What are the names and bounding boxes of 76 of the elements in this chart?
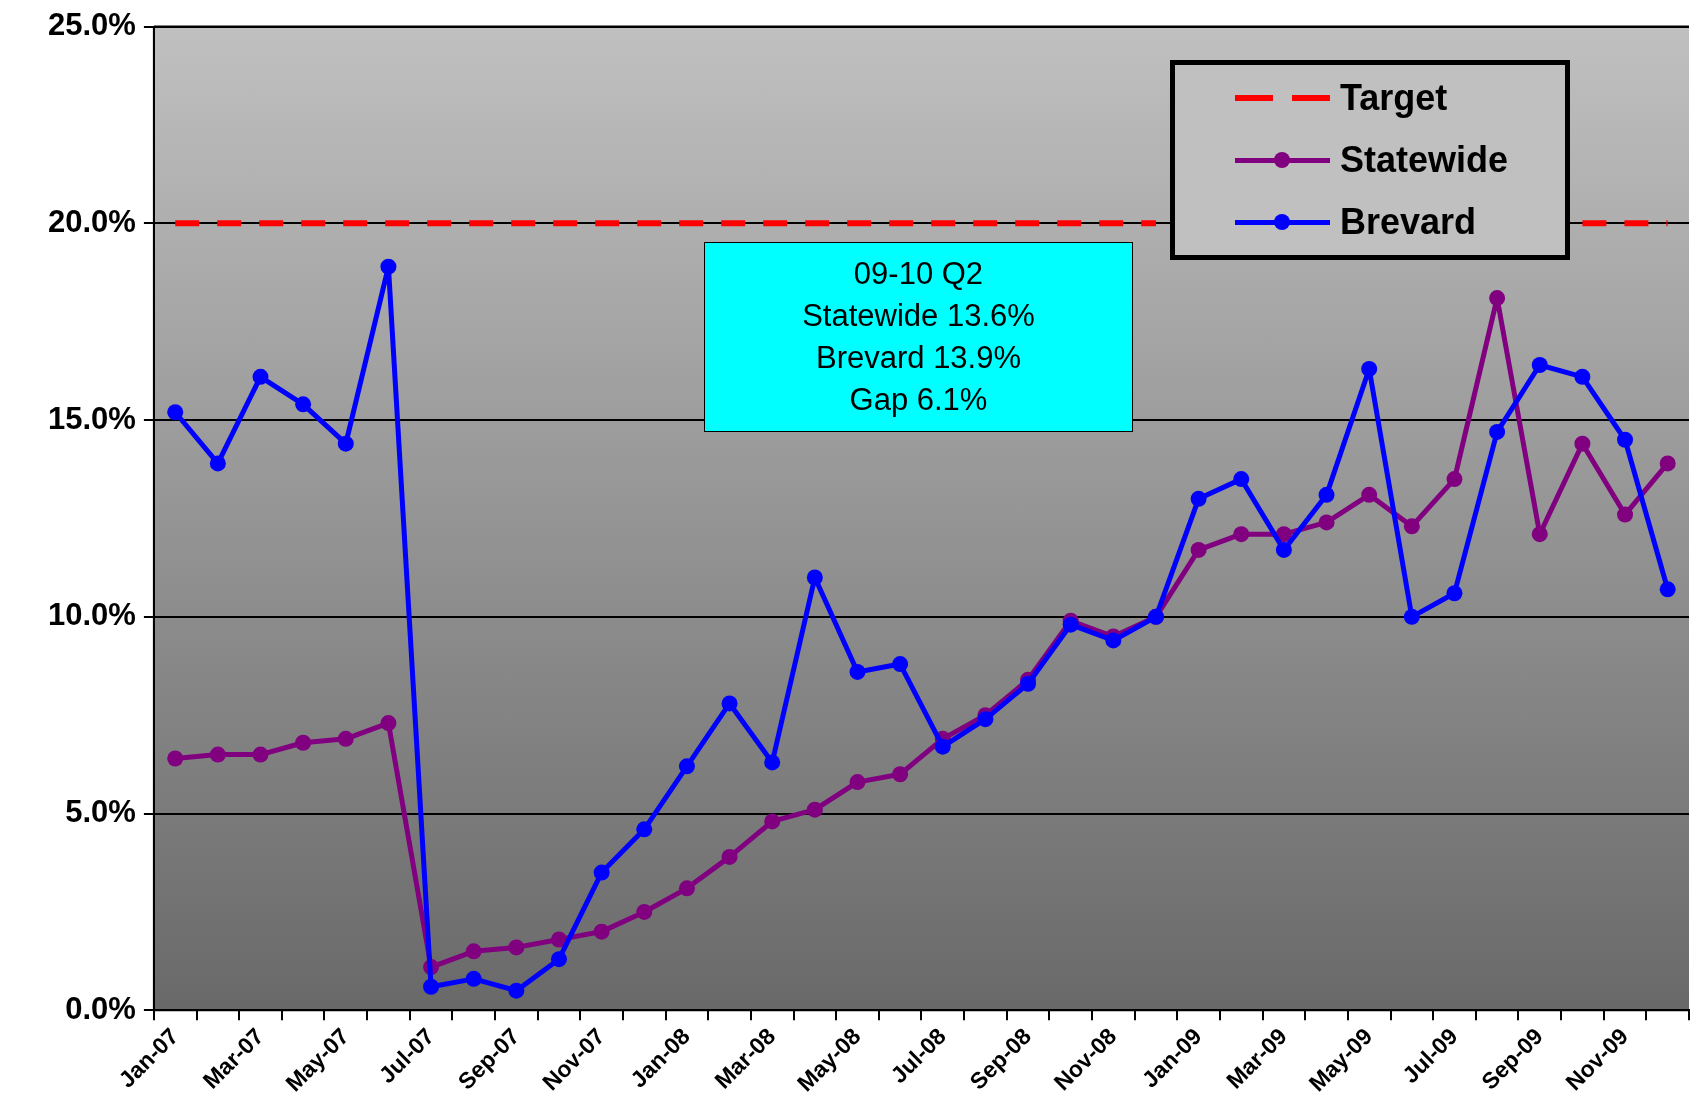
point [977,711,994,728]
y-tick-label: 25.0% [47,7,136,43]
point [721,695,738,712]
point [1403,518,1420,535]
point [1617,506,1634,523]
point [1233,526,1250,543]
annotation: Statewide 13.6% [802,297,1035,335]
point [636,821,653,838]
point [508,939,525,956]
point [1531,526,1548,543]
point [167,404,184,421]
point [1446,471,1463,488]
point [1531,357,1548,374]
point [465,943,482,960]
point [1361,486,1378,503]
point [636,903,653,920]
y-tick-label: 20.0% [47,203,136,239]
point [167,750,184,767]
point [1105,632,1122,649]
point [380,715,397,732]
y-tick-label: 10.0% [47,597,136,633]
point [423,978,440,995]
point [337,435,354,452]
point [1659,581,1676,598]
point [1489,290,1506,307]
point [1361,360,1378,377]
point [209,746,226,763]
point [252,746,269,763]
annotation: Gap 6.1% [849,381,988,419]
legend-label: Target [1340,77,1448,119]
point [721,848,738,865]
point [551,931,567,948]
y-tick-label: 0.0% [65,990,136,1026]
point [337,730,354,747]
point [1489,423,1506,440]
point [380,258,397,275]
point [252,368,269,385]
point [593,923,610,940]
point [295,396,312,413]
point [678,758,695,775]
point [806,569,823,586]
point [508,982,525,999]
point [934,738,951,755]
point [678,880,695,897]
point [1275,541,1292,558]
point [1190,541,1207,558]
point [1617,431,1634,448]
point [892,656,909,673]
point [1318,514,1335,531]
point [1403,608,1420,625]
point [1574,435,1591,452]
point [551,951,567,968]
point [1574,368,1591,385]
point [849,663,866,680]
point [1190,490,1207,507]
point [849,774,866,791]
point [892,766,909,783]
point [593,864,610,881]
annotation: 09-10 Q2 [853,255,984,293]
point [764,754,781,771]
point [209,455,226,472]
point [1659,455,1676,472]
point [1233,471,1250,488]
point [1062,616,1079,633]
y-tick-label: 5.0% [65,794,136,830]
point [1020,675,1037,692]
point [465,970,482,987]
point [764,813,781,830]
legend-label: Brevard [1340,201,1477,243]
point [806,801,823,818]
annotation: Brevard 13.9% [815,339,1022,377]
y-tick-label: 15.0% [47,400,136,436]
point [295,734,312,751]
point [1318,486,1335,503]
legend-label: Statewide [1340,139,1509,181]
point [1446,585,1463,602]
